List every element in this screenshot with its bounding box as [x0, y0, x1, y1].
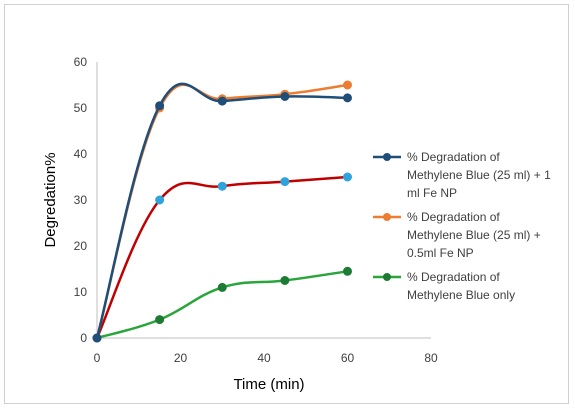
x-tick-label: 40: [257, 351, 271, 365]
y-tick-label: 40: [74, 147, 88, 161]
legend-marker: [383, 153, 391, 161]
y-axis-title: Degredation%: [42, 152, 59, 247]
chart-frame: 0 20 40 60 80 0 10 20 30 40 50 60 % Degradation of M…: [4, 4, 569, 404]
y-tick-label: 60: [74, 55, 88, 69]
y-tick-label: 30: [74, 193, 88, 207]
legend-label: Methylene Blue (25 ml) + 1: [407, 168, 551, 182]
series-1: [92, 82, 352, 343]
legend: % Degradation of Methylene Blue (25 ml) +…: [373, 150, 551, 302]
series-line: [95, 175, 349, 340]
data-point: [155, 101, 165, 111]
legend-item: % Degradation of Methylene Blue only: [373, 270, 515, 302]
series-3: [92, 172, 352, 343]
legend-marker: [383, 213, 391, 221]
legend-label: % Degradation of: [407, 270, 500, 284]
x-tick-label: 0: [94, 351, 101, 365]
x-tick-label: 80: [424, 351, 438, 365]
data-point: [343, 266, 352, 276]
series-layer: [92, 80, 352, 343]
legend-label: ml Fe NP: [407, 186, 457, 200]
x-tick-label: 60: [341, 351, 355, 365]
series-line: [95, 83, 349, 340]
data-point: [155, 195, 165, 205]
series-4: [92, 266, 352, 343]
data-point: [92, 333, 102, 343]
y-tick-label: 20: [74, 239, 88, 253]
legend-item: % Degradation of Methylene Blue (25 ml) +…: [373, 150, 551, 200]
series-line: [95, 270, 349, 340]
axes: 0 20 40 60 80 0 10 20 30 40 50 60: [74, 55, 438, 365]
data-point: [280, 276, 290, 285]
x-tick-label: 20: [174, 351, 188, 365]
x-axis-title: Time (min): [233, 376, 304, 393]
legend-item: % Degradation of Methylene Blue (25 ml) +…: [373, 210, 541, 260]
data-point: [280, 92, 290, 101]
y-tick-label: 50: [74, 101, 88, 115]
data-point: [217, 181, 227, 191]
data-point: [343, 80, 352, 90]
series-line: [95, 82, 349, 340]
data-point: [343, 172, 352, 182]
line-chart: 0 20 40 60 80 0 10 20 30 40 50 60 % Degradation of M…: [42, 55, 551, 393]
y-tick-label: 0: [80, 331, 87, 345]
data-point: [280, 177, 290, 187]
data-point: [155, 315, 165, 325]
legend-marker: [383, 273, 391, 281]
series-2: [92, 80, 352, 343]
legend-label: % Degradation of: [407, 150, 500, 164]
legend-label: % Degradation of: [407, 210, 500, 224]
data-point: [217, 282, 227, 292]
data-point: [217, 96, 227, 106]
y-tick-label: 10: [74, 285, 88, 299]
legend-label: Methylene Blue only: [407, 288, 515, 302]
legend-label: 0.5ml Fe NP: [407, 246, 474, 260]
data-point: [343, 93, 352, 103]
legend-label: Methylene Blue (25 ml) +: [407, 228, 541, 242]
